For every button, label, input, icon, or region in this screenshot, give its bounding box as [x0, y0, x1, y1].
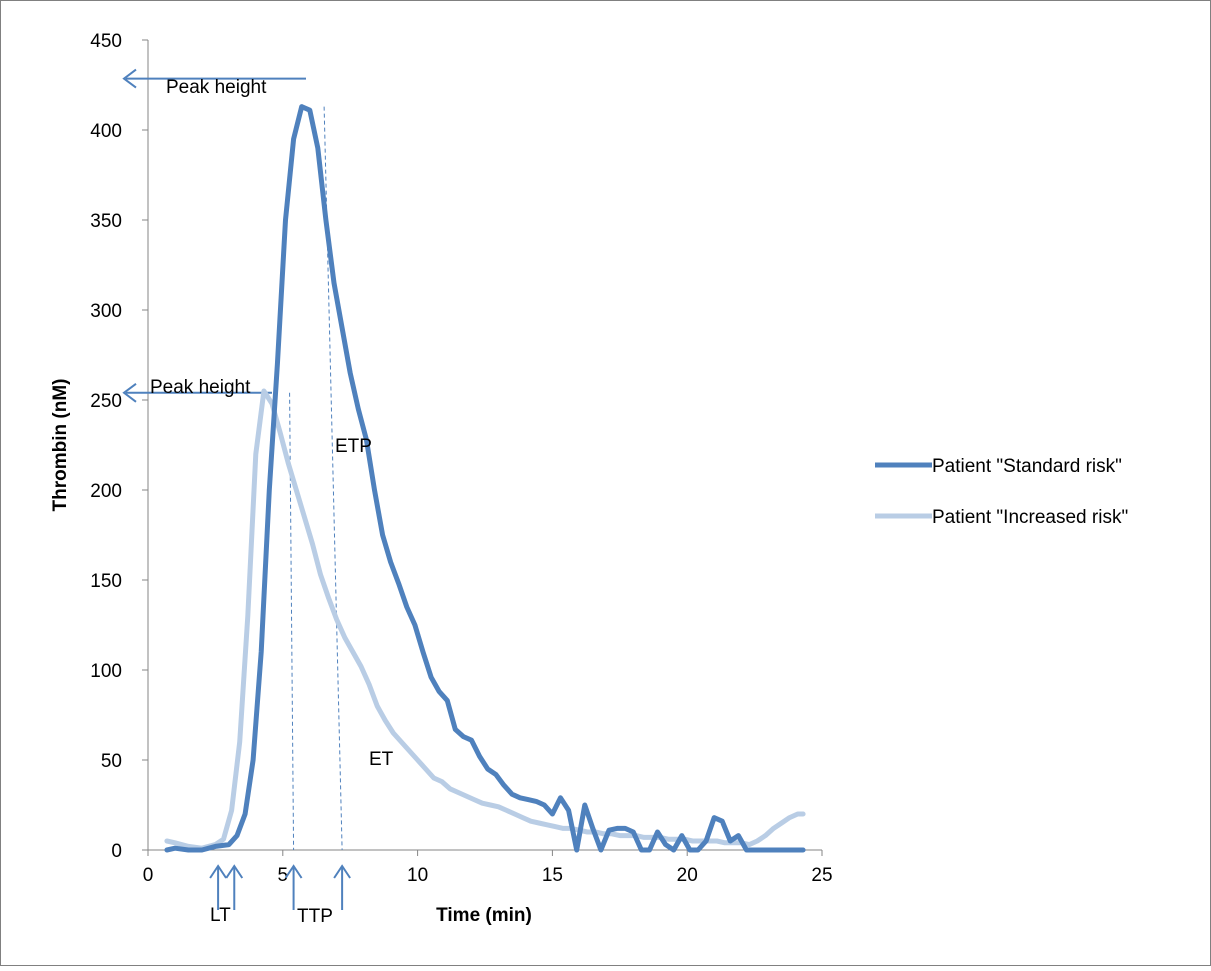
- x-tick-label: 0: [143, 865, 154, 886]
- peak-height-label-increased: Peak height: [150, 377, 251, 398]
- legend-label-increased: Patient "Increased risk": [932, 507, 1128, 528]
- ttp-dashed-line-standard: [323, 106, 343, 851]
- y-tick-label: 400: [90, 121, 122, 142]
- series-line-standard-risk: [164, 104, 806, 853]
- annotation-lines: [122, 68, 351, 910]
- y-tick-label: 350: [90, 211, 122, 232]
- etp-label: ETP: [335, 436, 372, 457]
- y-tick-label: 150: [90, 571, 122, 592]
- y-tick-label: 450: [90, 31, 122, 52]
- legend-label-standard: Patient "Standard risk": [932, 456, 1122, 477]
- y-tick-label: 50: [101, 751, 122, 772]
- lt-arrow-2-head: [225, 864, 244, 879]
- axes: 0 50 100 150 200 250 300 350 400 450 0 5 10 15 20 25: [90, 31, 832, 886]
- y-tick-label: 0: [111, 841, 122, 862]
- ttp-label: TTP: [297, 906, 333, 927]
- y-tick-label: 250: [90, 391, 122, 412]
- series-line-increased-risk: [164, 388, 806, 851]
- peak-height-label-standard: Peak height: [166, 77, 267, 98]
- x-tick-label: 10: [407, 865, 428, 886]
- legend: Patient "Standard risk" Patient "Increas…: [875, 456, 1128, 528]
- y-tick-label: 200: [90, 481, 122, 502]
- annotation-text: Peak height Peak height ETP ET LT TTP: [150, 77, 394, 927]
- y-axis-title: Thrombin (nM): [50, 379, 71, 512]
- lt-arrow-1-head: [209, 864, 227, 879]
- lt-label: LT: [210, 905, 231, 926]
- peak-height-arrow-standard-head: [122, 68, 137, 89]
- axis-titles: Time (min) Thrombin (nM): [50, 379, 532, 926]
- x-axis-title: Time (min): [436, 905, 532, 926]
- x-tick-label: 25: [811, 865, 832, 886]
- ttp-dashed-line-increased: [289, 392, 295, 851]
- et-label: ET: [369, 749, 394, 770]
- ttp-arrow-increased-head: [284, 864, 303, 879]
- series-group: [164, 104, 806, 853]
- x-tick-label: 20: [677, 865, 698, 886]
- y-tick-label: 300: [90, 301, 122, 322]
- x-tick-label: 15: [542, 865, 563, 886]
- y-tick-label: 100: [90, 661, 122, 682]
- x-tick-label: 5: [278, 865, 289, 886]
- ttp-arrow-standard-head: [333, 864, 351, 879]
- peak-height-arrow-increased-head: [122, 382, 137, 403]
